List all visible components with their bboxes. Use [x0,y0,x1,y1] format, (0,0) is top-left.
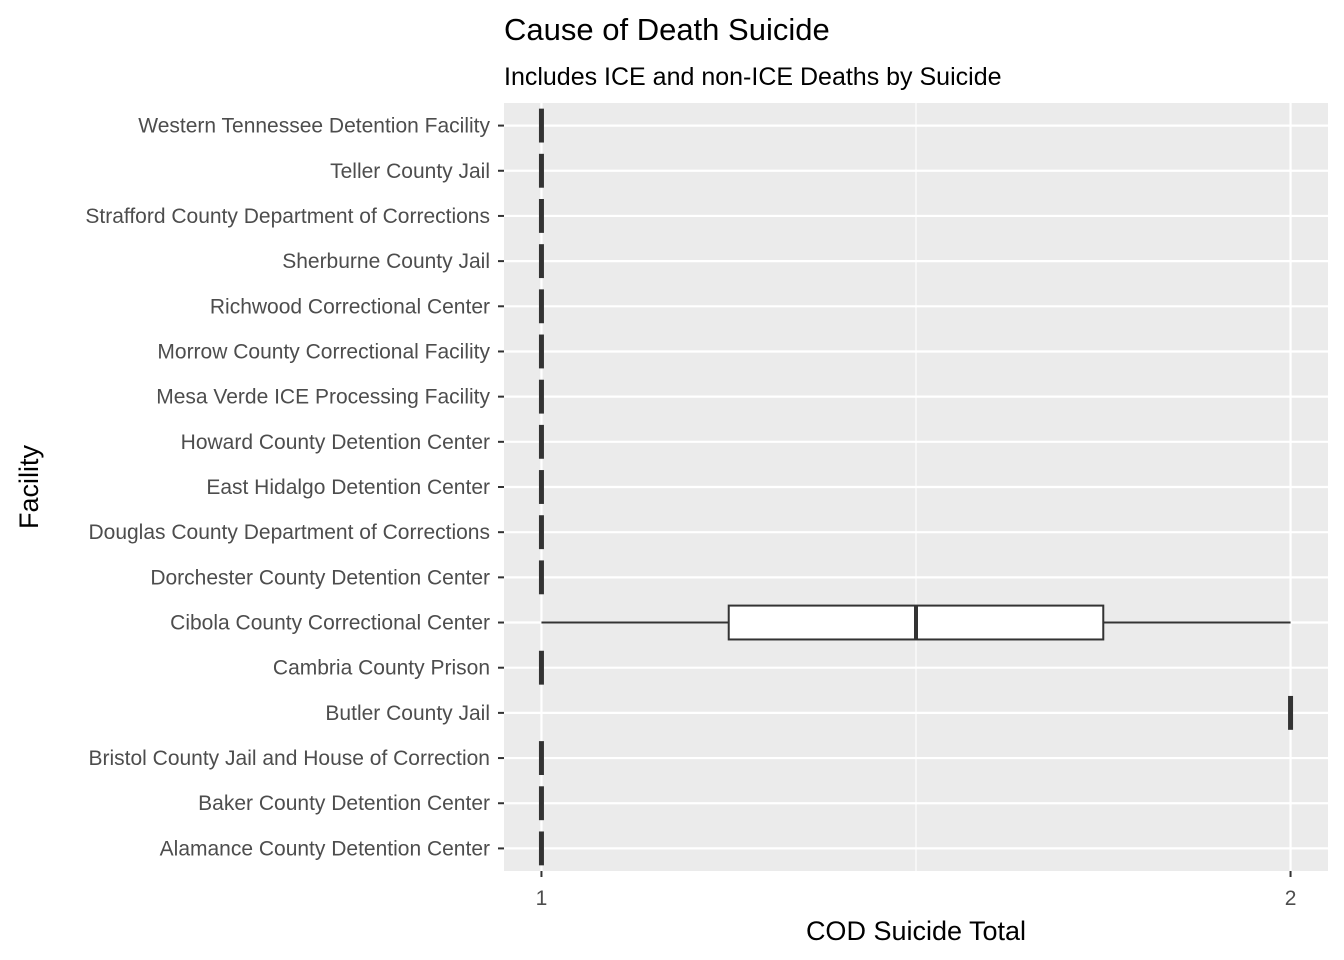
y-tick-label: Richwood Correctional Center [210,295,490,318]
y-tick-label: Douglas County Department of Corrections [88,521,490,544]
x-tick-label: 2 [1285,887,1297,910]
y-tick-label: Howard County Detention Center [181,431,490,454]
chart-subtitle: Includes ICE and non-ICE Deaths by Suici… [504,63,1002,91]
y-tick-label: Western Tennessee Detention Facility [138,115,490,138]
y-tick-label: Baker County Detention Center [198,792,490,815]
y-tick-label: Sherburne County Jail [282,250,490,273]
y-tick-label: Mesa Verde ICE Processing Facility [156,386,490,409]
box-series [538,108,1294,866]
y-tick-label: East Hidalgo Detention Center [206,476,490,499]
x-tick-label: 1 [536,887,548,910]
chart-title: Cause of Death Suicide [504,12,830,47]
y-tick-label: Alamance County Detention Center [160,837,490,860]
y-tick-label: Morrow County Correctional Facility [157,340,490,363]
y-axis-title: Facility [14,445,44,530]
y-tick-label: Cambria County Prison [273,657,490,680]
y-tick-label: Bristol County Jail and House of Correct… [88,747,490,770]
box-6 [541,604,1291,641]
y-tick-label: Teller County Jail [330,160,490,183]
x-axis-title: COD Suicide Total [806,916,1026,946]
y-tick-label: Strafford County Department of Correctio… [85,205,490,228]
y-axis: Alamance County Detention Center Baker Co… [85,115,504,860]
y-tick-label: Butler County Jail [325,702,490,725]
y-tick-label: Dorchester County Detention Center [150,566,490,589]
y-tick-label: Cibola County Correctional Center [170,612,490,635]
